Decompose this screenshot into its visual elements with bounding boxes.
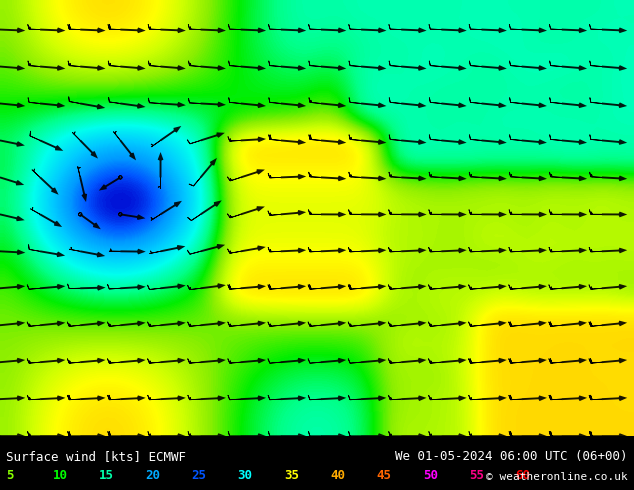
Text: We 01-05-2024 06:00 UTC (06+00): We 01-05-2024 06:00 UTC (06+00) <box>395 450 628 463</box>
Text: Surface wind [kts] ECMWF: Surface wind [kts] ECMWF <box>6 450 186 463</box>
Text: 40: 40 <box>330 469 346 482</box>
Text: 35: 35 <box>284 469 299 482</box>
Text: 30: 30 <box>238 469 253 482</box>
Text: © weatheronline.co.uk: © weatheronline.co.uk <box>486 472 628 482</box>
Text: 5: 5 <box>6 469 14 482</box>
Text: 20: 20 <box>145 469 160 482</box>
Text: 10: 10 <box>53 469 68 482</box>
Text: 25: 25 <box>191 469 207 482</box>
Text: 15: 15 <box>99 469 114 482</box>
Text: 55: 55 <box>469 469 484 482</box>
Text: 45: 45 <box>377 469 392 482</box>
Text: 60: 60 <box>515 469 531 482</box>
Text: 50: 50 <box>423 469 438 482</box>
